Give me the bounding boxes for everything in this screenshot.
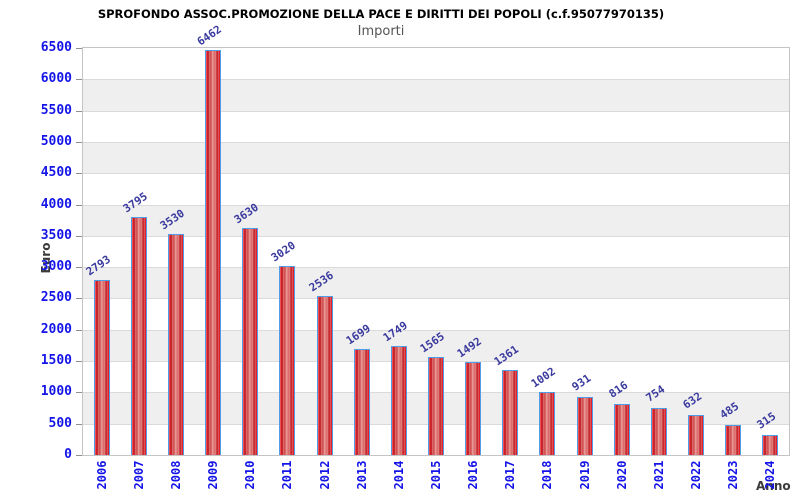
y-tick-mark bbox=[76, 329, 82, 331]
y-tick-mark bbox=[76, 423, 82, 425]
y-tick-mark bbox=[76, 204, 82, 206]
bar-2012 bbox=[316, 296, 333, 455]
x-tick-label-2019: 2019 bbox=[577, 460, 592, 490]
y-tick-mark bbox=[76, 110, 82, 112]
grid-band bbox=[83, 204, 789, 236]
y-tick-label: 1000 bbox=[40, 384, 72, 400]
plot-area: 2793 3795 3530 6462 3630 3020 2536 1699 1749 1565… bbox=[82, 23, 790, 456]
grid-band bbox=[83, 79, 789, 111]
grid-band bbox=[83, 110, 789, 142]
grid-band bbox=[83, 235, 789, 268]
x-tick-label-2022: 2022 bbox=[689, 460, 704, 490]
bar-2011 bbox=[279, 265, 296, 455]
bar-2020 bbox=[613, 403, 630, 455]
bar-2014 bbox=[390, 345, 407, 455]
y-tick-label: 5500 bbox=[40, 102, 72, 118]
bar-2022 bbox=[688, 415, 705, 455]
bar-2017 bbox=[502, 369, 519, 455]
y-tick-label: 0 bbox=[64, 447, 72, 462]
x-tick-label-2020: 2020 bbox=[614, 460, 629, 490]
grid-band bbox=[83, 48, 789, 80]
bar-2006 bbox=[93, 280, 110, 455]
y-tick-label: 6500 bbox=[40, 40, 72, 55]
x-tick-label-2016: 2016 bbox=[466, 460, 481, 490]
y-tick-label: 5000 bbox=[40, 133, 72, 149]
y-tick-label: 2000 bbox=[40, 321, 72, 337]
grid-band bbox=[83, 267, 789, 299]
grid-band bbox=[83, 298, 789, 330]
x-axis-title: Anno bbox=[756, 479, 791, 493]
x-tick-label-2023: 2023 bbox=[726, 460, 741, 490]
x-tick-label-2017: 2017 bbox=[503, 460, 518, 490]
y-tick-mark bbox=[76, 79, 82, 81]
x-tick-label-2015: 2015 bbox=[429, 460, 443, 490]
grid-band bbox=[83, 141, 789, 174]
y-tick-label: 500 bbox=[48, 415, 72, 431]
bar-2009 bbox=[205, 50, 222, 455]
grid-band bbox=[83, 329, 789, 362]
y-tick-mark bbox=[76, 361, 82, 363]
y-tick-mark bbox=[76, 235, 82, 237]
bar-2016 bbox=[465, 361, 482, 455]
chart-subtitle: Importi bbox=[357, 24, 405, 39]
y-tick-mark bbox=[76, 173, 82, 175]
x-tick-label-2009: 2009 bbox=[206, 460, 221, 490]
y-tick-mark bbox=[76, 455, 82, 456]
x-tick-label-2013: 2013 bbox=[354, 460, 369, 490]
x-tick-label-2024: 2024 bbox=[763, 460, 778, 490]
bar-2013 bbox=[353, 348, 370, 455]
y-tick-label: 3500 bbox=[40, 227, 72, 243]
y-tick-mark bbox=[76, 267, 82, 269]
bar-2010 bbox=[242, 227, 259, 455]
y-tick-mark bbox=[76, 48, 82, 49]
grid-band bbox=[83, 173, 789, 205]
y-tick-label: 2500 bbox=[40, 290, 72, 306]
bar-2008 bbox=[167, 233, 184, 455]
bar-2023 bbox=[725, 424, 742, 455]
y-tick-mark bbox=[76, 298, 82, 300]
bar-2024 bbox=[762, 435, 779, 455]
x-tick-label-2021: 2021 bbox=[651, 460, 666, 490]
x-tick-label-2012: 2012 bbox=[317, 460, 332, 490]
bar-2021 bbox=[650, 407, 667, 455]
y-tick-label: 4000 bbox=[40, 196, 72, 212]
y-tick-label: 6000 bbox=[40, 71, 72, 87]
bar-2019 bbox=[576, 396, 593, 455]
y-tick-label: 1500 bbox=[40, 353, 72, 369]
y-tick-mark bbox=[76, 392, 82, 394]
x-tick-label-2007: 2007 bbox=[131, 460, 146, 490]
bar-2007 bbox=[130, 217, 147, 455]
chart-title: SPROFONDO ASSOC.PROMOZIONE DELLA PACE E … bbox=[97, 7, 665, 21]
x-tick-label-2008: 2008 bbox=[168, 460, 183, 490]
y-tick-label: 3000 bbox=[40, 259, 72, 275]
x-tick-label-2006: 2006 bbox=[94, 460, 109, 490]
x-tick-label-2018: 2018 bbox=[540, 460, 555, 490]
bar-2018 bbox=[539, 392, 556, 455]
y-tick-mark bbox=[76, 141, 82, 143]
x-tick-label-2014: 2014 bbox=[391, 460, 406, 490]
x-tick-label-2011: 2011 bbox=[280, 460, 295, 490]
bar-2015 bbox=[428, 357, 444, 455]
x-tick-label-2010: 2010 bbox=[243, 460, 258, 490]
y-tick-label: 4500 bbox=[40, 165, 72, 181]
